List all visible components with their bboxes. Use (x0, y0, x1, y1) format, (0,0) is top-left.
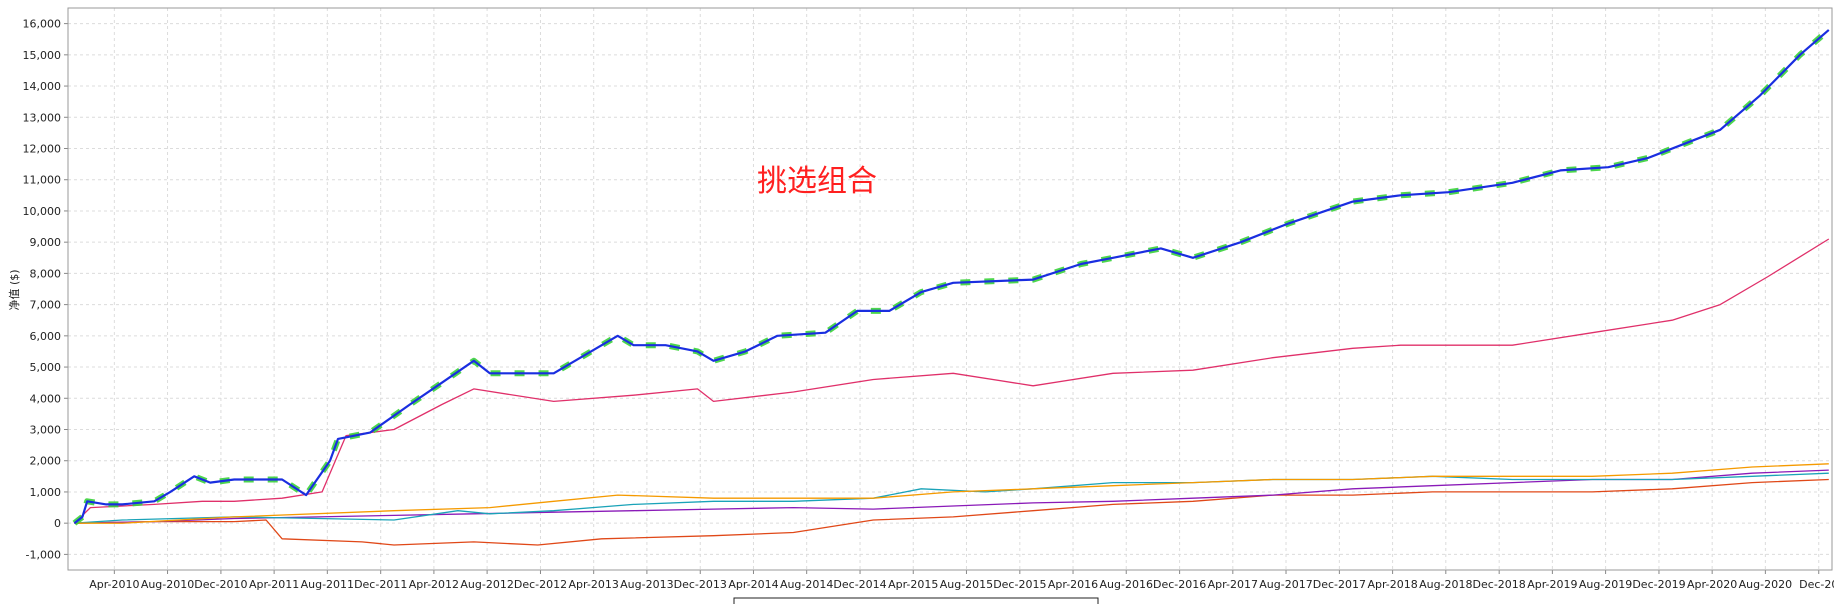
x-tick-label: Aug-2017 (1259, 578, 1312, 591)
x-tick-label: Dec-2015 (993, 578, 1046, 591)
plot-background (68, 8, 1832, 570)
x-tick-label: Dec-2019 (1632, 578, 1685, 591)
x-tick-label: Dec-2010 (194, 578, 247, 591)
y-tick-label: 14,000 (23, 80, 62, 93)
x-tick-label: Aug-2013 (620, 578, 673, 591)
x-tick-label: Dec-2012 (514, 578, 567, 591)
y-tick-label: 8,000 (30, 267, 62, 280)
y-axis-label: 净值 ($) (7, 269, 21, 310)
y-tick-label: 5,000 (30, 361, 62, 374)
grid (68, 8, 1832, 570)
chart-annotation: 挑选组合 (757, 164, 877, 199)
series-lines (72, 27, 1831, 546)
y-tick-label: 4,000 (30, 392, 62, 405)
x-tick-label: Aug-2014 (780, 578, 833, 591)
y-tick-label: 2,000 (30, 455, 62, 468)
y-tick-label: 13,000 (23, 111, 62, 124)
x-tick-label: Aug-2019 (1579, 578, 1632, 591)
x-tick-label: Apr-2010 (89, 578, 139, 591)
y-tick-label: 3,000 (30, 424, 62, 437)
y-tick-label: 11,000 (23, 174, 62, 187)
x-tick-label: Aug-2011 (301, 578, 354, 591)
x-axis-ticks: Apr-2010 Aug-2010 Dec-2010 Apr-2011 Aug-2011… (89, 570, 1834, 591)
y-axis-ticks: -1,000 0 1,000 2,000 3,000 4,000 5,000 6,000 7,0… (23, 18, 68, 561)
x-tick-label: Apr-2012 (409, 578, 459, 591)
x-tick-label: Dec-2018 (1473, 578, 1526, 591)
x-tick-label: Apr-2014 (728, 578, 778, 591)
x-tick-label: Dec-2013 (674, 578, 727, 591)
x-tick-label: Apr-2011 (249, 578, 299, 591)
plot-frame (67, 7, 1833, 571)
x-tick-label: Aug-2016 (1100, 578, 1153, 591)
x-tick-label: Dec-2016 (1153, 578, 1206, 591)
y-tick-label: 0 (54, 517, 61, 530)
x-tick-label: Aug-2012 (460, 578, 513, 591)
series-line (73, 238, 1830, 524)
y-tick-label: 12,000 (23, 143, 62, 156)
y-tick-label: 6,000 (30, 330, 62, 343)
y-tick-label: 10,000 (23, 205, 62, 218)
x-tick-label: Aug-2020 (1739, 578, 1792, 591)
x-tick-label: Apr-2013 (569, 578, 619, 591)
x-tick-label: Dec-20 (1799, 578, 1834, 591)
x-tick-label: Dec-2017 (1313, 578, 1366, 591)
x-tick-label: Aug-2010 (141, 578, 194, 591)
series-line (74, 478, 1829, 546)
series-line (74, 463, 1829, 524)
x-tick-label: Aug-2015 (940, 578, 993, 591)
x-tick-label: Dec-2011 (354, 578, 407, 591)
x-tick-label: Apr-2019 (1527, 578, 1577, 591)
y-tick-label: 9,000 (30, 236, 62, 249)
x-tick-label: Apr-2016 (1048, 578, 1098, 591)
x-tick-label: Apr-2020 (1687, 578, 1737, 591)
x-tick-label: Apr-2015 (888, 578, 938, 591)
y-tick-label: 1,000 (30, 486, 62, 499)
x-tick-label: Apr-2017 (1208, 578, 1258, 591)
x-tick-label: Aug-2018 (1419, 578, 1472, 591)
y-tick-label: -1,000 (26, 548, 61, 561)
y-tick-label: 7,000 (30, 299, 62, 312)
x-tick-label: Dec-2014 (833, 578, 886, 591)
y-tick-label: 16,000 (23, 18, 62, 31)
series-line (73, 29, 1830, 525)
y-tick-label: 15,000 (23, 49, 62, 62)
x-tick-label: Apr-2018 (1367, 578, 1417, 591)
legend-box-edge (733, 597, 1099, 604)
series-line (74, 472, 1829, 524)
